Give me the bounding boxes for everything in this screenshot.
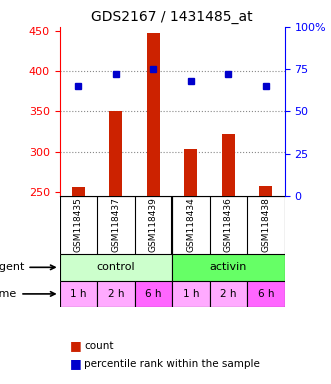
Text: GSM118434: GSM118434 — [186, 198, 195, 252]
Text: GSM118439: GSM118439 — [149, 198, 158, 252]
Bar — [222, 134, 235, 196]
Bar — [247, 281, 285, 307]
Bar — [60, 254, 172, 281]
Bar — [60, 281, 97, 307]
Title: GDS2167 / 1431485_at: GDS2167 / 1431485_at — [91, 10, 253, 25]
Text: 2 h: 2 h — [220, 289, 237, 299]
Bar — [172, 281, 210, 307]
Text: 6 h: 6 h — [145, 289, 162, 299]
Bar — [97, 281, 135, 307]
Text: 2 h: 2 h — [108, 289, 124, 299]
Bar — [147, 33, 160, 196]
Text: 1 h: 1 h — [183, 289, 199, 299]
Text: 1 h: 1 h — [70, 289, 87, 299]
Text: time: time — [0, 289, 55, 299]
Bar — [72, 187, 85, 196]
Text: 6 h: 6 h — [258, 289, 274, 299]
Bar — [184, 149, 197, 196]
Bar — [259, 185, 272, 196]
Text: activin: activin — [210, 262, 247, 272]
Text: count: count — [84, 341, 114, 351]
Text: GSM118438: GSM118438 — [261, 198, 270, 252]
Bar — [135, 281, 172, 307]
Text: GSM118435: GSM118435 — [74, 198, 83, 252]
Bar — [109, 111, 122, 196]
Text: control: control — [97, 262, 135, 272]
Text: percentile rank within the sample: percentile rank within the sample — [84, 359, 260, 369]
Text: GSM118437: GSM118437 — [111, 198, 120, 252]
Bar — [210, 281, 247, 307]
Text: GSM118436: GSM118436 — [224, 198, 233, 252]
Bar — [172, 254, 285, 281]
Text: ■: ■ — [70, 339, 81, 352]
Text: ■: ■ — [70, 358, 81, 371]
Text: agent: agent — [0, 262, 55, 272]
